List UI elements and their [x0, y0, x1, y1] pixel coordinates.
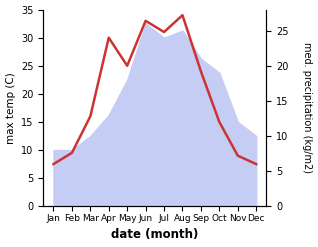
Y-axis label: max temp (C): max temp (C) [5, 72, 16, 144]
Y-axis label: med. precipitation (kg/m2): med. precipitation (kg/m2) [302, 42, 313, 173]
X-axis label: date (month): date (month) [111, 228, 198, 242]
